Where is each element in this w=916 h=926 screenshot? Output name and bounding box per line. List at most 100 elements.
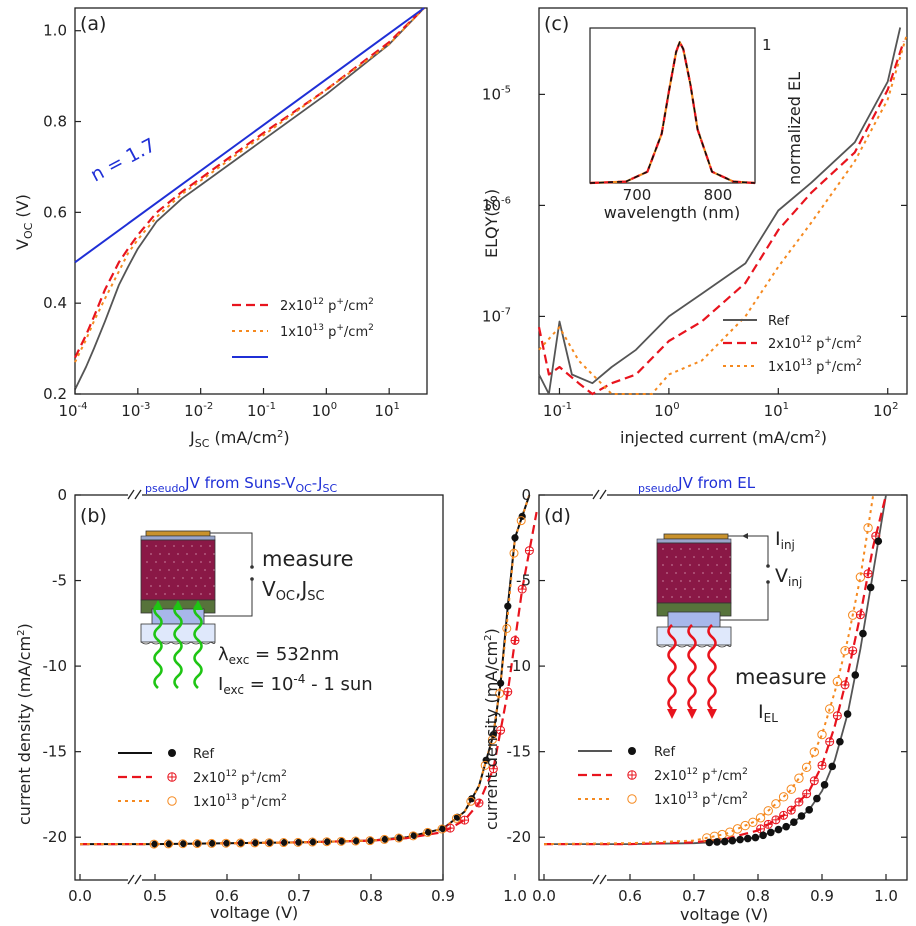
fit-label: n = 1.7: [87, 134, 159, 186]
d-dot-30: [720, 572, 722, 574]
d-dot-36: [698, 580, 700, 582]
panel-b-1e13-point-5: [221, 838, 231, 848]
b-break-top-gap: [128, 489, 142, 501]
b-dot-35: [173, 577, 175, 579]
panel-a-ytick-label-2: 0.6: [43, 203, 67, 221]
panel-b-xtick-label-3: 0.7: [287, 887, 311, 905]
b-dot-53: [191, 593, 193, 595]
panel-d-1e13-point-13: [801, 762, 812, 772]
b-dot-51: [173, 593, 175, 595]
d-break-bot-2: [599, 874, 607, 885]
panel-d-1e13-point-10: [778, 792, 789, 802]
panel-d-1e13-point-20: [855, 572, 866, 582]
b-dot-14: [204, 553, 206, 555]
d-dot-46: [720, 588, 722, 590]
panel-b-plot: [80, 494, 538, 849]
panel-d-frame: [538, 494, 908, 881]
panel-d-1e13-point-6: [748, 817, 758, 828]
b-dot-7: [209, 545, 211, 547]
d-dot-55: [725, 596, 727, 598]
legend-d-label-1: Ref: [654, 745, 675, 760]
b-break-bot-gap: [128, 874, 142, 886]
d-dot-54: [716, 596, 718, 598]
d-dot-3: [689, 548, 691, 550]
b-wire-top: [210, 532, 253, 566]
green-light-waves: [153, 600, 203, 689]
panel-d-1e13-point-15: [817, 729, 827, 740]
b-dot-11: [177, 553, 179, 555]
d-wire-bottom: [720, 583, 769, 621]
d-dot-23: [725, 564, 727, 566]
panel-b-1e13-point-16: [379, 834, 389, 844]
d-arrow-head: [742, 533, 748, 539]
panel-d-ref-point-2: [720, 837, 729, 846]
panel-d-ylabel: current density (mA/cm2): [482, 628, 501, 830]
panel-b-ref-point-6: [237, 839, 245, 847]
d-dot-50: [680, 596, 682, 598]
b-probe-2: [250, 577, 254, 581]
legend-b-label-1: Ref: [193, 747, 214, 762]
panel-b-xtick-label-2: 0.6: [215, 887, 239, 905]
d-dot-28: [702, 572, 704, 574]
d-dot-15: [729, 556, 731, 558]
b-dot-25: [159, 569, 161, 571]
panel-c-xtick-label-3: 102: [873, 401, 898, 420]
d-break-bot-1: [592, 874, 600, 885]
d-dot-47: [729, 588, 731, 590]
inset-ylabel: normalized EL: [785, 72, 804, 185]
panel-b-ref-point-11: [309, 838, 317, 846]
d-wave-2: [707, 624, 717, 710]
panel-b-ref-point-15: [367, 837, 375, 845]
b-dot-10: [168, 553, 170, 555]
panel-b-ref-point-4: [209, 839, 217, 847]
panel-c-inset: 700 800 wavelength (nm) 1 normalized EL: [589, 27, 804, 222]
panel-b-series-3: [80, 494, 531, 846]
panel-b-1e13-point-21: [451, 813, 461, 823]
device-schematic-d: Iinj Vinj measure IEL: [656, 528, 827, 725]
b-dot-12: [186, 553, 188, 555]
panel-c-xticks: 10-1 100 101 102: [543, 388, 898, 420]
panel-b-1e13-point-22: [466, 796, 476, 806]
legend-c-label-3: 1x1013 p+/cm2: [768, 358, 862, 375]
d-dot-5: [707, 548, 709, 550]
d-dot-8: [666, 556, 668, 558]
panel-a-yticks: 0.2 0.4 0.6 0.8 1.0: [43, 22, 81, 403]
panel-c-xlabel: injected current (mA/cm2): [620, 428, 827, 447]
legend-d-marker-1: [628, 747, 636, 755]
panel-b-yticks: 0 -5 -10 -15 -20: [43, 486, 81, 846]
legend-b-marker-2: [167, 772, 177, 782]
panel-a-ylabel: VOC (V): [13, 194, 35, 250]
panel-d-ref-point-16: [828, 762, 837, 771]
legend-b-label-3: 1x1013 p+/cm2: [193, 793, 287, 810]
d-wave-1: [687, 624, 697, 710]
b-break-top-2: [134, 489, 142, 500]
panel-a-xtick-label-0: 10-4: [58, 401, 87, 420]
d-dot-37: [707, 580, 709, 582]
panel-c-series-3: [538, 33, 908, 395]
panel-b-xtick-label-1: 0.5: [143, 887, 167, 905]
legend-d-marker-2: [627, 770, 637, 780]
panel-b-1e13-point-0: [149, 839, 159, 849]
panel-d-1e13-point-14: [809, 747, 820, 757]
b-etl-layer: [140, 535, 216, 541]
panel-d-ref-point-11: [790, 818, 798, 826]
panel-d-ref-point-19: [851, 671, 860, 679]
panel-c-yticks: 10-7 10-6 10-5: [482, 84, 907, 325]
panel-d-1e13-point-7: [755, 813, 766, 823]
b-dot-40: [150, 585, 152, 587]
b-top-electrode: [145, 530, 211, 537]
b-wave-1: [173, 603, 183, 689]
d-dot-6: [716, 548, 718, 550]
panel-c-xtick-label-2: 101: [764, 401, 789, 420]
d-iinj-label: Iinj: [775, 528, 795, 552]
panel-d-ref-point-20: [859, 629, 867, 638]
b-dot-21: [191, 561, 193, 563]
panel-b-1e13-point-28: [516, 516, 526, 526]
panel-c-xtick-label-0: 10-1: [543, 401, 572, 420]
b-dot-4: [182, 545, 184, 547]
b-break-bot-1: [127, 874, 135, 885]
b-wire-bottom: [204, 580, 253, 617]
panel-d-ref-point-6: [751, 833, 760, 842]
d-dot-18: [680, 564, 682, 566]
